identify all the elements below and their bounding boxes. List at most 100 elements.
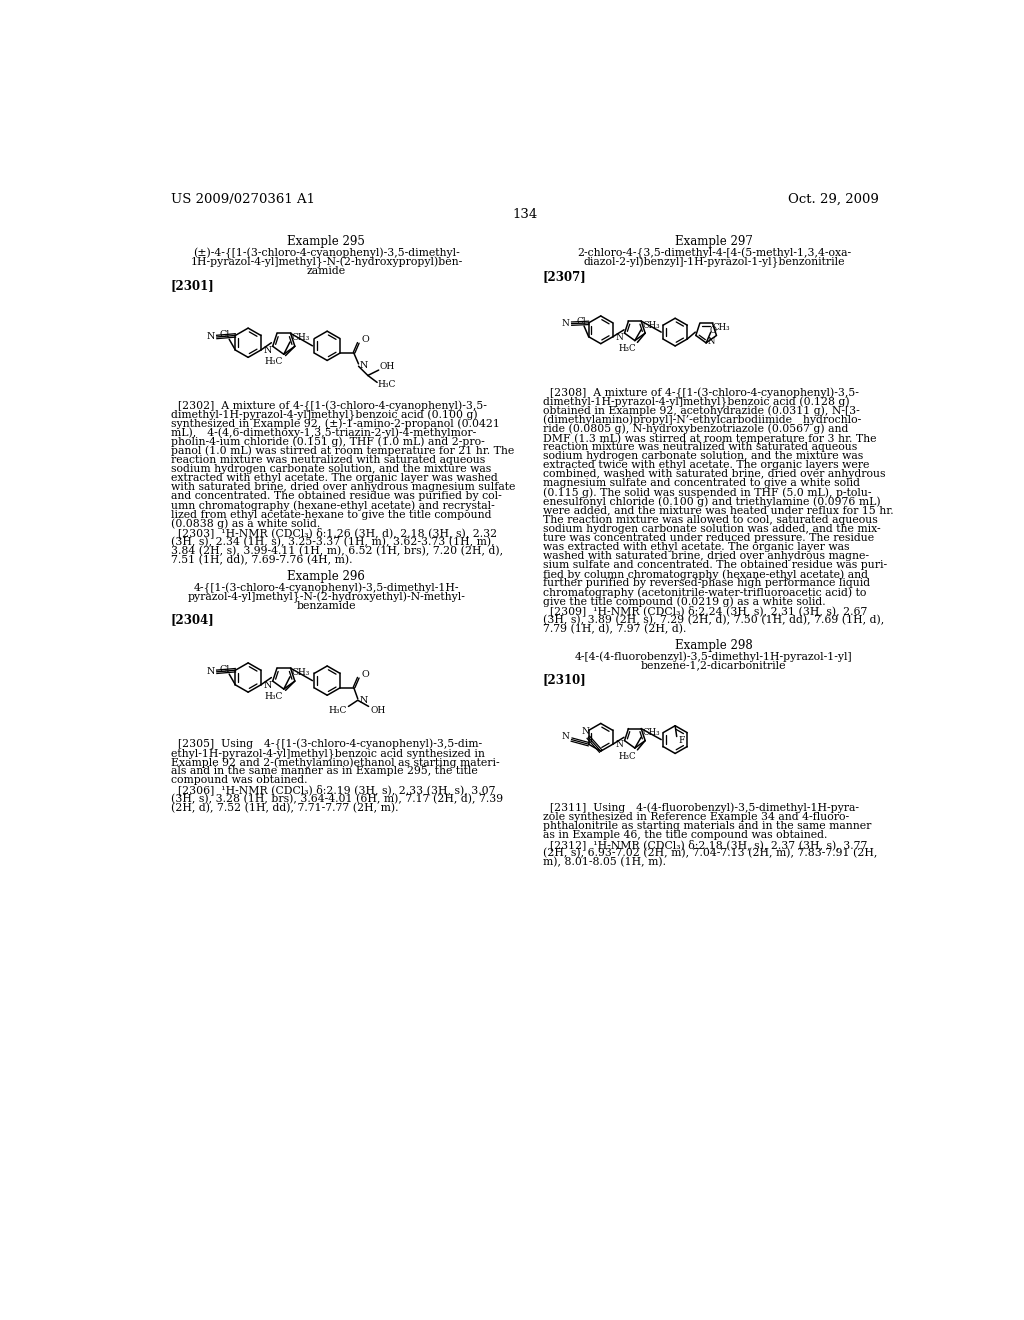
Text: DMF (1.3 mL) was stirred at room temperature for 3 hr. The: DMF (1.3 mL) was stirred at room tempera… (543, 433, 877, 444)
Text: 3.84 (2H, s), 3.99-4.11 (1H, m), 6.52 (1H, brs), 7.20 (2H, d),: 3.84 (2H, s), 3.99-4.11 (1H, m), 6.52 (1… (171, 546, 503, 556)
Text: enesulfonyl chloride (0.100 g) and triethylamine (0.0976 mL): enesulfonyl chloride (0.100 g) and triet… (543, 496, 881, 507)
Text: [2304]: [2304] (171, 614, 214, 627)
Text: N: N (359, 360, 368, 370)
Text: [2308]  A mixture of 4-{[1-(3-chloro-4-cyanophenyl)-3,5-: [2308] A mixture of 4-{[1-(3-chloro-4-cy… (543, 388, 858, 399)
Text: US 2009/0270361 A1: US 2009/0270361 A1 (171, 193, 314, 206)
Text: H₃C: H₃C (329, 706, 347, 714)
Text: fied by column chromatography (hexane-ethyl acetate) and: fied by column chromatography (hexane-et… (543, 569, 867, 579)
Text: mL),  4-(4,6-dimethoxy-1,3,5-triazin-2-yl)-4-methylmor-: mL), 4-(4,6-dimethoxy-1,3,5-triazin-2-yl… (171, 428, 476, 438)
Text: [2305]  Using 4-{[1-(3-chloro-4-cyanophenyl)-3,5-dim-: [2305] Using 4-{[1-(3-chloro-4-cyanophen… (171, 739, 481, 751)
Text: sium sulfate and concentrated. The obtained residue was puri-: sium sulfate and concentrated. The obtai… (543, 560, 887, 570)
Text: O: O (361, 335, 370, 343)
Text: [2310]: [2310] (543, 673, 587, 686)
Text: N: N (207, 667, 215, 676)
Text: phthalonitrile as starting materials and in the same manner: phthalonitrile as starting materials and… (543, 821, 871, 830)
Text: zole synthesized in Reference Example 34 and 4-fluoro-: zole synthesized in Reference Example 34… (543, 812, 849, 822)
Text: N: N (207, 333, 215, 342)
Text: Example 297: Example 297 (675, 235, 753, 248)
Text: panol (1.0 mL) was stirred at room temperature for 21 hr. The: panol (1.0 mL) was stirred at room tempe… (171, 446, 514, 457)
Text: umn chromatography (hexane-ethyl acetate) and recrystal-: umn chromatography (hexane-ethyl acetate… (171, 500, 495, 511)
Text: (±)-4-{[1-(3-chloro-4-cyanophenyl)-3,5-dimethyl-: (±)-4-{[1-(3-chloro-4-cyanophenyl)-3,5-d… (194, 248, 460, 259)
Text: (0.115 g). The solid was suspended in THF (5.0 mL), p-tolu-: (0.115 g). The solid was suspended in TH… (543, 487, 871, 498)
Text: 1H-pyrazol-4-yl]methyl}-N-(2-hydroxypropyl)ben-: 1H-pyrazol-4-yl]methyl}-N-(2-hydroxyprop… (190, 257, 463, 268)
Text: chromatography (acetonitrile-water-trifluoroacetic acid) to: chromatography (acetonitrile-water-trifl… (543, 587, 866, 598)
Text: synthesized in Example 92, (±)-1-amino-2-propanol (0.0421: synthesized in Example 92, (±)-1-amino-2… (171, 418, 500, 429)
Text: N: N (615, 333, 623, 342)
Text: [2311]  Using 4-(4-fluorobenzyl)-3,5-dimethyl-1H-pyra-: [2311] Using 4-(4-fluorobenzyl)-3,5-dime… (543, 803, 859, 813)
Text: pholin-4-ium chloride (0.151 g), THF (1.0 mL) and 2-pro-: pholin-4-ium chloride (0.151 g), THF (1.… (171, 437, 484, 447)
Text: further purified by reversed-phase high performance liquid: further purified by reversed-phase high … (543, 578, 869, 589)
Text: sodium hydrogen carbonate solution, and the mixture was: sodium hydrogen carbonate solution, and … (171, 465, 490, 474)
Text: ride (0.0805 g), N-hydroxybenzotriazole (0.0567 g) and: ride (0.0805 g), N-hydroxybenzotriazole … (543, 424, 848, 434)
Text: H₃C: H₃C (264, 692, 283, 701)
Text: Example 295: Example 295 (288, 235, 366, 248)
Text: H₃C: H₃C (264, 358, 283, 366)
Text: N: N (561, 733, 569, 741)
Text: lized from ethyl acetate-hexane to give the title compound: lized from ethyl acetate-hexane to give … (171, 510, 492, 520)
Text: extracted with ethyl acetate. The organic layer was washed: extracted with ethyl acetate. The organi… (171, 473, 498, 483)
Text: (2H, s), 6.93-7.02 (2H, m), 7.04-7.13 (2H, m), 7.83-7.91 (2H,: (2H, s), 6.93-7.02 (2H, m), 7.04-7.13 (2… (543, 849, 877, 858)
Text: 4-{[1-(3-chloro-4-cyanophenyl)-3,5-dimethyl-1H-: 4-{[1-(3-chloro-4-cyanophenyl)-3,5-dimet… (194, 582, 459, 594)
Text: (dimethylamino)propyl]-N’-ethylcarbodiimide hydrochlo-: (dimethylamino)propyl]-N’-ethylcarbodiim… (543, 414, 861, 425)
Text: F: F (678, 735, 685, 744)
Text: N: N (561, 319, 569, 329)
Text: (2H, d), 7.52 (1H, dd), 7.71-7.77 (2H, m).: (2H, d), 7.52 (1H, dd), 7.71-7.77 (2H, m… (171, 803, 398, 813)
Text: [2301]: [2301] (171, 279, 214, 292)
Text: OH: OH (380, 362, 394, 371)
Text: H₃C: H₃C (618, 345, 636, 352)
Text: dimethyl-1H-pyrazol-4-yl]methyl}benzoic acid (0.100 g): dimethyl-1H-pyrazol-4-yl]methyl}benzoic … (171, 409, 477, 421)
Text: N: N (359, 696, 368, 705)
Text: O: O (709, 326, 716, 335)
Text: as in Example 46, the title compound was obtained.: as in Example 46, the title compound was… (543, 830, 827, 840)
Text: Cl: Cl (219, 330, 229, 339)
Text: benzamide: benzamide (297, 601, 356, 611)
Text: Oct. 29, 2009: Oct. 29, 2009 (788, 193, 879, 206)
Text: Cl: Cl (577, 317, 586, 326)
Text: N: N (264, 681, 272, 690)
Text: pyrazol-4-yl]methyl}-N-(2-hydroxyethyl)-N-methyl-: pyrazol-4-yl]methyl}-N-(2-hydroxyethyl)-… (187, 591, 465, 603)
Text: CH₃: CH₃ (292, 668, 310, 677)
Text: Example 298: Example 298 (675, 639, 753, 652)
Text: als and in the same manner as in Example 295, the title: als and in the same manner as in Example… (171, 767, 477, 776)
Text: CH₃: CH₃ (713, 323, 730, 333)
Text: [2302]  A mixture of 4-{[1-(3-chloro-4-cyanophenyl)-3,5-: [2302] A mixture of 4-{[1-(3-chloro-4-cy… (171, 400, 486, 412)
Text: (0.0838 g) as a white solid.: (0.0838 g) as a white solid. (171, 519, 319, 529)
Text: 7.51 (1H, dd), 7.69-7.76 (4H, m).: 7.51 (1H, dd), 7.69-7.76 (4H, m). (171, 554, 352, 565)
Text: O: O (361, 669, 370, 678)
Text: N: N (615, 741, 623, 750)
Text: 2-chloro-4-{3,5-dimethyl-4-[4-(5-methyl-1,3,4-oxa-: 2-chloro-4-{3,5-dimethyl-4-[4-(5-methyl-… (577, 248, 851, 259)
Text: CH₃: CH₃ (292, 333, 310, 342)
Text: compound was obtained.: compound was obtained. (171, 775, 307, 785)
Text: Example 296: Example 296 (288, 570, 366, 583)
Text: [2312]  ¹H-NMR (CDCl₃) δ:2.18 (3H, s), 2.37 (3H, s), 3.77: [2312] ¹H-NMR (CDCl₃) δ:2.18 (3H, s), 2.… (543, 840, 867, 850)
Text: [2303]  ¹H-NMR (CDCl₃) δ:1.26 (3H, d), 2.18 (3H, s), 2.32: [2303] ¹H-NMR (CDCl₃) δ:1.26 (3H, d), 2.… (171, 528, 497, 539)
Text: 4-[4-(4-fluorobenzyl)-3,5-dimethyl-1H-pyrazol-1-yl]: 4-[4-(4-fluorobenzyl)-3,5-dimethyl-1H-py… (575, 651, 853, 661)
Text: give the title compound (0.0219 g) as a white solid.: give the title compound (0.0219 g) as a … (543, 597, 825, 607)
Text: combined, washed with saturated brine, dried over anhydrous: combined, washed with saturated brine, d… (543, 470, 885, 479)
Text: N: N (582, 727, 589, 737)
Text: (3H, s), 3.89 (2H, s), 7.29 (2H, d), 7.50 (1H, dd), 7.69 (1H, d),: (3H, s), 3.89 (2H, s), 7.29 (2H, d), 7.5… (543, 615, 884, 626)
Text: The reaction mixture was allowed to cool, saturated aqueous: The reaction mixture was allowed to cool… (543, 515, 878, 525)
Text: (3H, s), 2.34 (1H, s), 3.25-3.37 (1H, m), 3.62-3.73 (1H, m),: (3H, s), 2.34 (1H, s), 3.25-3.37 (1H, m)… (171, 537, 495, 546)
Text: diazol-2-yl)benzyl]-1H-pyrazol-1-yl}benzonitrile: diazol-2-yl)benzyl]-1H-pyrazol-1-yl}benz… (583, 257, 845, 268)
Text: m), 8.01-8.05 (1H, m).: m), 8.01-8.05 (1H, m). (543, 857, 666, 867)
Text: reaction mixture was neutralized with saturated aqueous: reaction mixture was neutralized with sa… (543, 442, 857, 451)
Text: obtained in Example 92, acetohydrazide (0.0311 g), N-[3-: obtained in Example 92, acetohydrazide (… (543, 405, 859, 416)
Text: magnesium sulfate and concentrated to give a white solid: magnesium sulfate and concentrated to gi… (543, 478, 859, 488)
Text: were added, and the mixture was heated under reflux for 15 hr.: were added, and the mixture was heated u… (543, 506, 893, 516)
Text: ethyl-1H-pyrazol-4-yl]methyl}benzoic acid synthesized in: ethyl-1H-pyrazol-4-yl]methyl}benzoic aci… (171, 748, 484, 759)
Text: washed with saturated brine, dried over anhydrous magne-: washed with saturated brine, dried over … (543, 552, 868, 561)
Text: with saturated brine, dried over anhydrous magnesium sulfate: with saturated brine, dried over anhydro… (171, 482, 515, 492)
Text: benzene-1,2-dicarbonitrile: benzene-1,2-dicarbonitrile (641, 660, 786, 671)
Text: OH: OH (370, 706, 385, 714)
Text: H₃C: H₃C (378, 380, 396, 389)
Text: sodium hydrogen carbonate solution, and the mixture was: sodium hydrogen carbonate solution, and … (543, 451, 863, 461)
Text: Cl: Cl (219, 665, 229, 675)
Text: [2307]: [2307] (543, 269, 587, 282)
Text: dimethyl-1H-pyrazol-4-yl]methyl}benzoic acid (0.128 g): dimethyl-1H-pyrazol-4-yl]methyl}benzoic … (543, 396, 849, 408)
Text: CH₃: CH₃ (643, 729, 660, 737)
Text: and concentrated. The obtained residue was purified by col-: and concentrated. The obtained residue w… (171, 491, 502, 502)
Text: N: N (708, 337, 715, 346)
Text: sodium hydrogen carbonate solution was added, and the mix-: sodium hydrogen carbonate solution was a… (543, 524, 881, 533)
Text: N: N (264, 346, 272, 355)
